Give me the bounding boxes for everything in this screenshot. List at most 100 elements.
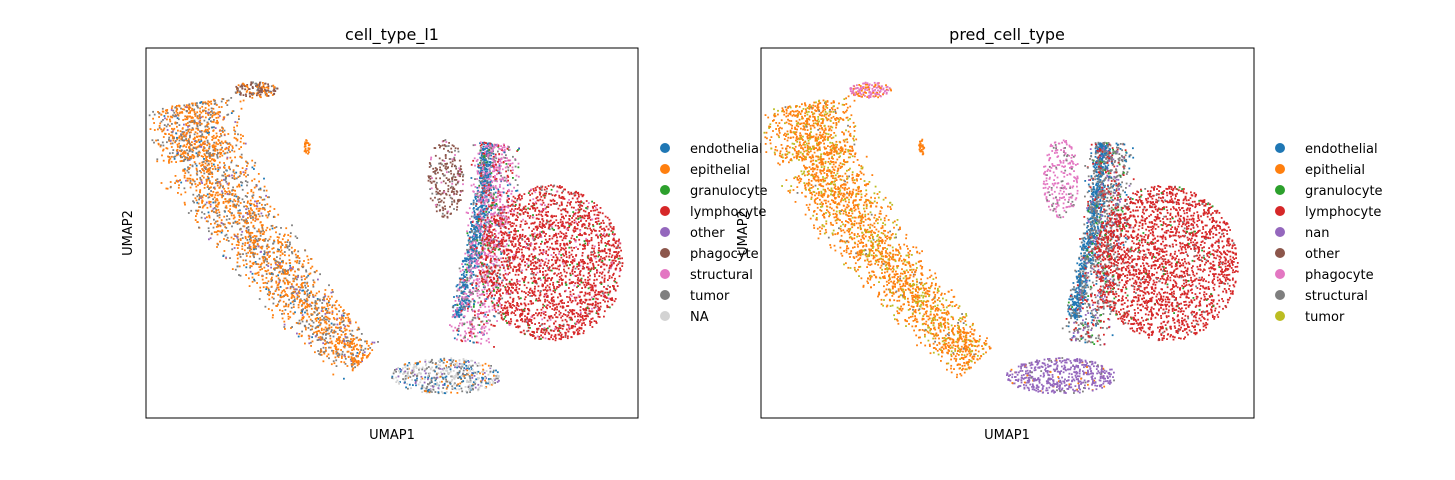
scatter-point [481,154,483,156]
scatter-point [494,186,497,189]
scatter-point [462,293,465,295]
scatter-point [316,330,319,333]
scatter-point [474,310,476,313]
scatter-point [200,216,203,219]
scatter-point [201,135,204,138]
scatter-point [463,315,466,318]
scatter-point [207,220,209,223]
scatter-point [498,240,501,243]
scatter-point [210,162,213,165]
scatter-point [236,121,239,124]
scatter-point [183,176,186,179]
scatter-point [251,272,254,275]
scatter-point [500,250,503,253]
scatter-point [508,231,511,234]
scatter-point [270,263,272,266]
scatter-point [504,245,507,248]
scatter-point [429,188,431,190]
scatter-point [502,178,504,181]
scatter-point [266,253,269,256]
scatter-point [258,94,261,96]
scatter-point [188,115,191,118]
scatter-point [159,145,162,148]
scatter-point [205,112,207,115]
scatter-point [209,237,212,240]
scatter-point [567,301,569,303]
scatter-point [234,156,236,159]
scatter-point [237,184,240,187]
scatter-point [292,266,294,268]
scatter-point [187,130,190,133]
scatter-point [456,284,459,286]
scatter-point [279,266,282,268]
scatter-point [285,227,288,230]
scatter-point [342,312,345,315]
scatter-point [364,340,366,343]
scatter-point [246,86,249,89]
scatter-point [239,274,242,277]
scatter-point [328,346,330,349]
scatter-point [195,152,198,155]
scatter-point [267,87,270,90]
scatter-point [217,116,220,119]
scatter-point [360,339,362,341]
scatter-point [515,190,517,192]
scatter-point [482,303,485,306]
scatter-point [308,315,311,318]
scatter-point [483,323,485,326]
scatter-point [189,136,191,139]
scatter-point [203,130,206,133]
scatter-point [188,167,191,169]
scatter-point [430,164,432,167]
scatter-point [248,232,251,235]
scatter-point [332,350,335,352]
scatter-point [483,162,486,165]
scatter-point [474,178,476,180]
scatter-point [250,82,253,85]
scatter-point [204,203,207,206]
scatter-point [202,142,204,144]
scatter-point [251,159,254,162]
scatter-point [281,295,284,298]
scatter-point [342,331,345,333]
scatter-point [182,169,185,172]
scatter-point [492,150,494,153]
scatter-point [329,337,332,340]
scatter-point [196,116,199,119]
scatter-point [303,145,306,148]
scatter-point [519,312,522,315]
scatter-point [211,158,213,161]
scatter-point [441,206,444,209]
scatter-point [236,261,239,264]
scatter-point [325,322,328,325]
scatter-point [239,140,242,143]
scatter-point [267,262,270,265]
scatter-point [465,280,468,283]
scatter-point [340,327,342,330]
scatter-point [485,322,488,324]
scatter-point [444,139,447,141]
scatter-point [209,116,212,119]
scatter-point [300,275,303,278]
scatter-point [265,229,268,232]
scatter-point [363,351,366,354]
scatter-point [297,268,299,271]
scatter-point [459,199,462,201]
scatter-point [249,255,252,258]
scatter-point [253,203,255,206]
scatter-point [506,148,509,150]
scatter-point [181,108,184,111]
scatter-point [188,120,191,123]
scatter-point [223,129,226,132]
scatter-point [203,204,206,207]
scatter-point [215,132,218,135]
scatter-point [567,314,570,317]
scatter-point [206,128,209,131]
scatter-point [253,239,255,242]
scatter-point [177,114,180,117]
scatter-point [211,126,214,129]
scatter-point [549,302,552,305]
scatter-point [186,110,188,113]
scatter-point [466,296,468,299]
scatter-point [221,196,223,199]
